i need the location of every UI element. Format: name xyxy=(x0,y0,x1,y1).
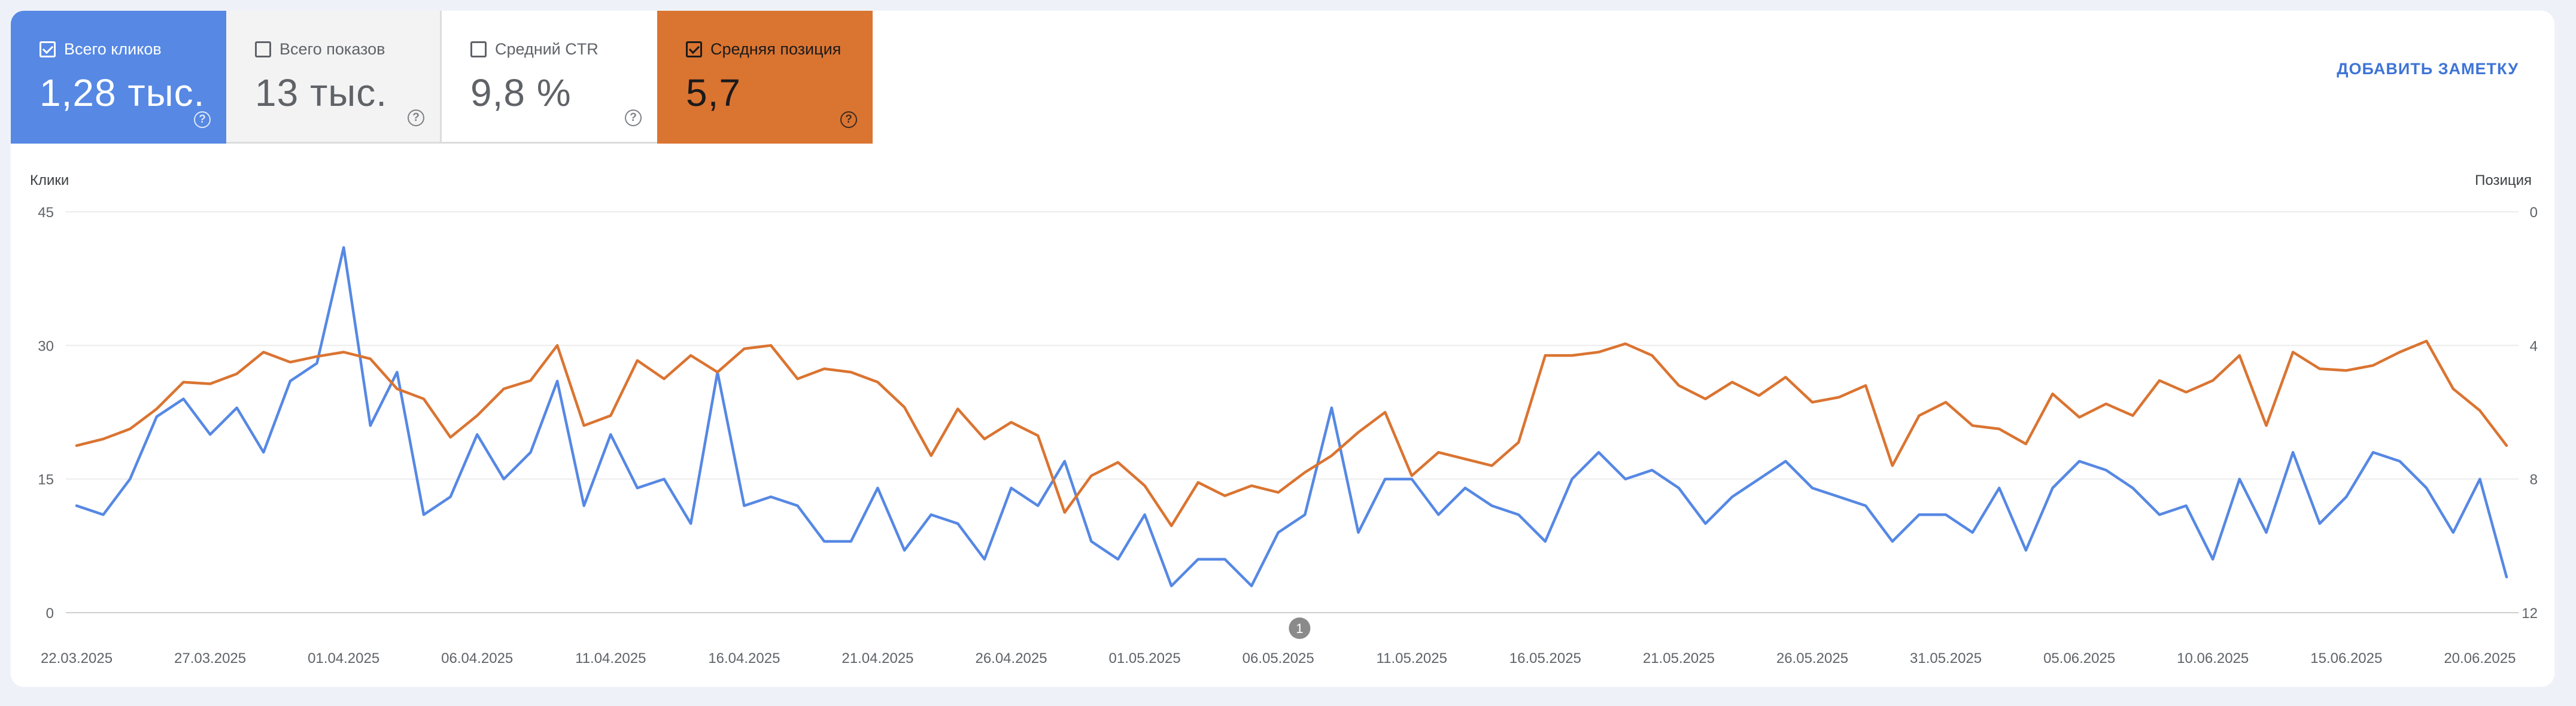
x-tick-label: 06.05.2025 xyxy=(1243,650,1314,667)
x-tick-label: 26.04.2025 xyxy=(975,650,1047,667)
clicks-label: Всего кликов xyxy=(64,39,162,58)
x-tick-label: 15.06.2025 xyxy=(2310,650,2382,667)
right-axis-title: Позиция xyxy=(2475,172,2532,188)
x-tick-label: 05.06.2025 xyxy=(2043,650,2115,667)
y-left-tick-label: 0 xyxy=(46,605,54,622)
position-checkbox[interactable] xyxy=(686,41,702,57)
ctr-value: 9,8 % xyxy=(470,71,572,114)
metric-tab-position[interactable]: Средняя позиция 5,7 ? xyxy=(657,11,873,144)
left-axis-title: Клики xyxy=(30,172,69,188)
help-icon[interactable]: ? xyxy=(194,111,211,128)
metric-header: Всего кликов xyxy=(40,38,226,60)
y-left-tick-label: 45 xyxy=(38,205,54,221)
y-right-tick-label: 4 xyxy=(2530,338,2538,354)
x-tick-label: 16.05.2025 xyxy=(1509,650,1581,667)
position-value: 5,7 xyxy=(686,71,741,114)
metric-header: Средняя позиция xyxy=(686,38,873,60)
x-tick-label: 11.04.2025 xyxy=(575,650,646,667)
annotation-marker-label: 1 xyxy=(1296,621,1303,636)
x-tick-label: 20.06.2025 xyxy=(2444,650,2516,667)
x-tick-label: 27.03.2025 xyxy=(174,650,246,667)
performance-card: Всего кликов 1,28 тыс. ? Всего показов 1… xyxy=(11,11,2554,687)
x-tick-label: 31.05.2025 xyxy=(1910,650,1982,667)
x-tick-label: 21.04.2025 xyxy=(842,650,913,667)
help-icon[interactable]: ? xyxy=(840,111,857,128)
x-tick-label: 26.05.2025 xyxy=(1776,650,1848,667)
ctr-checkbox[interactable] xyxy=(470,41,487,57)
x-tick-label: 16.04.2025 xyxy=(708,650,780,667)
x-tick-label: 22.03.2025 xyxy=(41,650,113,667)
help-icon[interactable]: ? xyxy=(625,109,642,126)
metric-tab-clicks[interactable]: Всего кликов 1,28 тыс. ? xyxy=(11,11,226,144)
annotation-marker-circle xyxy=(1289,617,1311,639)
impressions-checkbox[interactable] xyxy=(255,41,271,57)
clicks-value: 1,28 тыс. xyxy=(40,71,205,114)
position-label: Средняя позиция xyxy=(710,39,842,58)
metric-header: Средний CTR xyxy=(470,38,657,60)
y-right-tick-label: 0 xyxy=(2530,205,2538,221)
performance-chart: 45 0 30 4 15 8 0 12 22.03.2025 27.03.2025 01.04.20… xyxy=(38,205,2538,667)
impressions-label: Всего показов xyxy=(280,39,385,58)
y-left-tick-label: 15 xyxy=(38,472,54,488)
x-tick-label: 11.05.2025 xyxy=(1377,650,1447,667)
x-tick-label: 01.04.2025 xyxy=(308,650,379,667)
metric-header: Всего показов xyxy=(255,38,440,60)
x-tick-label: 01.05.2025 xyxy=(1109,650,1181,667)
metric-tabs: Всего кликов 1,28 тыс. ? Всего показов 1… xyxy=(11,11,873,144)
y-left-tick-label: 30 xyxy=(38,338,54,354)
x-tick-label: 06.04.2025 xyxy=(441,650,513,667)
y-right-tick-label: 12 xyxy=(2522,605,2538,622)
metric-tab-impressions[interactable]: Всего показов 13 тыс. ? xyxy=(226,11,442,144)
impressions-value: 13 тыс. xyxy=(255,71,388,114)
clicks-series-line xyxy=(75,246,2508,588)
x-tick-label: 10.06.2025 xyxy=(2177,650,2249,667)
y-right-tick-label: 8 xyxy=(2530,472,2538,488)
help-icon[interactable]: ? xyxy=(408,109,424,126)
add-note-button[interactable]: ДОБАВИТЬ ЗАМЕТКУ xyxy=(2337,60,2519,78)
metric-tab-ctr[interactable]: Средний CTR 9,8 % ? xyxy=(442,11,657,144)
ctr-label: Средний CTR xyxy=(495,39,599,58)
annotation-marker[interactable]: 1 xyxy=(1289,617,1311,639)
clicks-checkbox[interactable] xyxy=(40,41,56,57)
x-tick-label: 21.05.2025 xyxy=(1643,650,1715,667)
position-series-line xyxy=(75,339,2508,528)
